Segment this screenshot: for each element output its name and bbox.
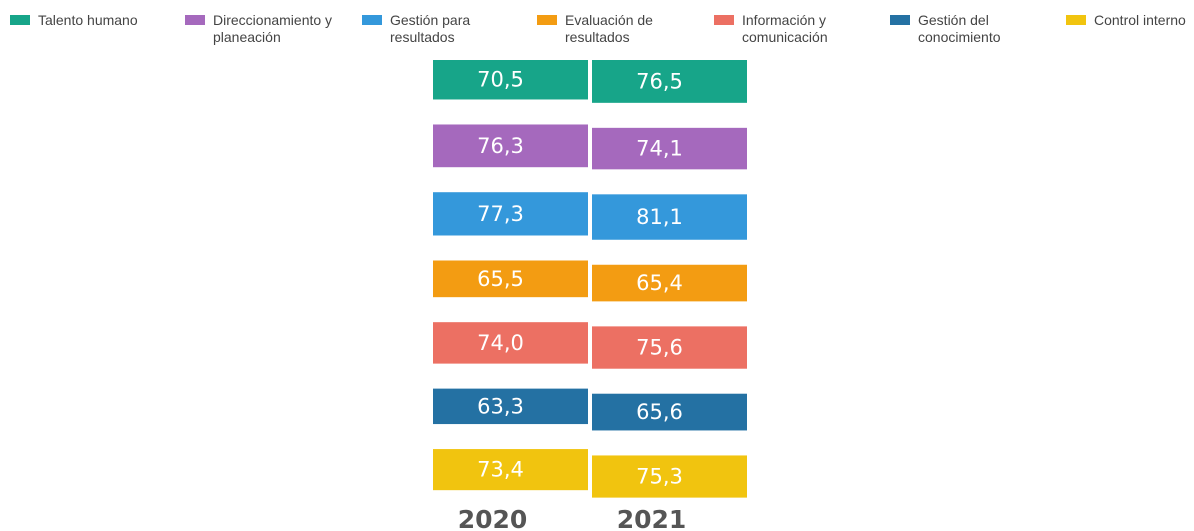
legend-swatch	[1066, 15, 1086, 25]
legend-item: Direccionamiento y planeación	[185, 12, 345, 46]
bar-segment	[592, 264, 747, 302]
value-label: 81,1	[636, 205, 683, 229]
value-label: 74,0	[477, 331, 524, 355]
bar-segment	[592, 194, 747, 240]
legend-item: Evaluación de resultados	[537, 12, 697, 46]
x-tick-label: 2020	[458, 505, 528, 531]
legend-item: Gestión para resultados	[362, 12, 522, 46]
legend-item: Talento humano	[10, 12, 138, 29]
bar-segment	[592, 455, 747, 498]
bar-segment	[592, 127, 747, 170]
bar-segment	[433, 322, 588, 364]
legend-label: Gestión para resultados	[390, 12, 471, 45]
bar-segment	[592, 393, 747, 431]
value-label: 63,3	[477, 394, 524, 418]
x-tick-label: 2021	[617, 505, 687, 531]
bar-segment	[433, 449, 588, 491]
legend-label: Gestión del conocimiento	[918, 12, 1001, 45]
legend-swatch	[714, 15, 734, 25]
legend-item: Información y comunicación	[714, 12, 874, 46]
value-label: 75,3	[636, 465, 683, 489]
legend-item: Control interno	[1066, 12, 1186, 29]
value-label: 74,1	[636, 137, 683, 161]
value-label: 73,4	[477, 458, 524, 482]
legend: Talento humano Direccionamiento y planeac…	[10, 12, 1190, 56]
legend-swatch	[185, 15, 205, 25]
bar-segment	[592, 60, 747, 103]
legend-label: Talento humano	[38, 12, 138, 28]
legend-item: Gestión del conocimiento	[890, 12, 1050, 46]
legend-label: Información y comunicación	[742, 12, 828, 45]
value-label: 70,5	[477, 68, 524, 92]
bar-segment	[433, 260, 588, 298]
value-label: 65,6	[636, 400, 683, 424]
value-label: 76,3	[477, 134, 524, 158]
legend-swatch	[537, 15, 557, 25]
value-label: 77,3	[477, 202, 524, 226]
bar-segment	[433, 192, 588, 236]
value-label: 75,6	[636, 336, 683, 360]
legend-label: Direccionamiento y planeación	[213, 12, 333, 45]
value-label: 65,4	[636, 271, 683, 295]
bar-segment	[592, 326, 747, 369]
legend-swatch	[362, 15, 382, 25]
legend-label: Evaluación de resultados	[565, 12, 653, 45]
legend-swatch	[890, 15, 910, 25]
bar-segment	[433, 60, 588, 100]
bar-segment	[433, 124, 588, 168]
value-label: 76,5	[636, 69, 683, 93]
legend-label: Control interno	[1094, 12, 1186, 28]
legend-swatch	[10, 15, 30, 25]
bar-segment	[433, 388, 588, 425]
value-label: 65,5	[477, 267, 524, 291]
